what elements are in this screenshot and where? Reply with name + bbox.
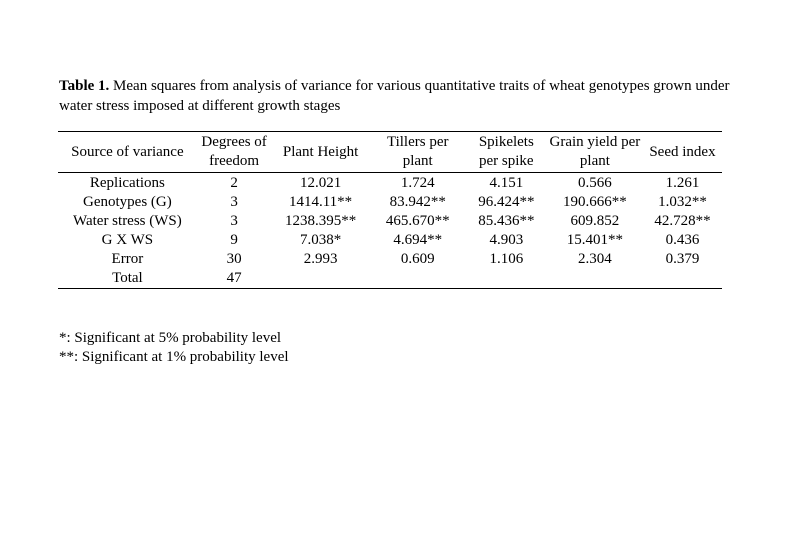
header-df: Degrees of freedom [201, 134, 267, 169]
cell-tillers: 83.942** [389, 194, 446, 210]
cell-tillers: 4.694** [393, 232, 443, 248]
header-grain-yield: Grain yield per plant [549, 134, 641, 169]
cell-grain-yield: 15.401** [566, 232, 624, 248]
header-source: Source of variance [71, 143, 184, 160]
cell-plant-height: 7.038* [299, 232, 342, 248]
table-row: G X WS 9 7.038* 4.694** 4.903 15.401** 0… [58, 231, 722, 250]
cell-df: 3 [230, 213, 238, 229]
cell-seed-index: 1.261 [665, 175, 700, 191]
cell-tillers: 1.724 [400, 175, 435, 191]
cell-df: 30 [226, 251, 242, 267]
cell-source: Water stress (WS) [73, 213, 182, 229]
cell-spikelets: 96.424** [478, 194, 535, 210]
cell-source: Replications [89, 175, 165, 191]
cell-source: Genotypes (G) [83, 194, 172, 210]
caption-text: Mean squares from analysis of variance f… [59, 78, 730, 114]
table-caption: Table 1. Mean squares from analysis of v… [59, 76, 739, 116]
header-spikelets: Spikelets per spike [478, 134, 534, 169]
cell-spikelets [466, 269, 547, 289]
cell-plant-height: 12.021 [299, 175, 342, 191]
cell-seed-index [643, 269, 722, 289]
cell-spikelets: 4.151 [489, 175, 524, 191]
table-row: Water stress (WS) 3 1238.395** 465.670**… [58, 212, 722, 231]
cell-grain-yield [547, 269, 643, 289]
cell-grain-yield: 609.852 [570, 213, 620, 229]
cell-seed-index: 0.379 [665, 251, 700, 267]
cell-seed-index: 1.032** [658, 194, 707, 210]
table-row: Genotypes (G) 3 1414.11** 83.942** 96.42… [58, 193, 722, 212]
cell-plant-height [271, 269, 369, 289]
cell-source: G X WS [101, 232, 154, 248]
anova-table: Source of variance Degrees of freedom Pl… [58, 131, 722, 289]
caption-label: Table 1. [59, 78, 110, 94]
cell-grain-yield: 190.666** [563, 194, 627, 210]
header-row: Source of variance Degrees of freedom Pl… [58, 131, 722, 173]
table-row: Error 30 2.993 0.609 1.106 2.304 0.379 [58, 250, 722, 269]
cell-spikelets: 4.903 [489, 232, 524, 248]
cell-seed-index: 0.436 [665, 232, 700, 248]
cell-spikelets: 1.106 [489, 251, 524, 267]
cell-plant-height: 1238.395** [284, 213, 357, 229]
cell-plant-height: 1414.11** [288, 194, 353, 210]
footnote-1-percent: **: Significant at 1% probability level [59, 349, 289, 365]
table-row: Replications 2 12.021 1.724 4.151 0.566 … [58, 173, 722, 194]
table-row: Total 47 [58, 269, 722, 289]
cell-grain-yield: 0.566 [578, 175, 612, 191]
table-header: Source of variance Degrees of freedom Pl… [58, 131, 722, 173]
header-plant-height: Plant Height [282, 143, 359, 160]
cell-spikelets: 85.436** [478, 213, 535, 229]
cell-df: 9 [230, 232, 238, 248]
cell-df: 47 [226, 270, 242, 286]
header-tillers: Tillers per plant [386, 134, 449, 169]
footnote-5-percent: *: Significant at 5% probability level [59, 330, 282, 346]
cell-source: Error [111, 251, 144, 267]
header-seed-index: Seed index [649, 143, 716, 160]
cell-seed-index: 42.728** [654, 213, 711, 229]
cell-grain-yield: 2.304 [578, 251, 612, 267]
cell-df: 3 [230, 194, 238, 210]
cell-df: 2 [230, 175, 238, 191]
cell-tillers [370, 269, 466, 289]
table-body: Replications 2 12.021 1.724 4.151 0.566 … [58, 173, 722, 289]
cell-plant-height: 2.993 [303, 251, 338, 267]
cell-tillers: 0.609 [400, 251, 435, 267]
cell-source: Total [112, 270, 143, 286]
cell-tillers: 465.670** [385, 213, 450, 229]
footnotes: *: Significant at 5% probability level *… [59, 329, 289, 367]
